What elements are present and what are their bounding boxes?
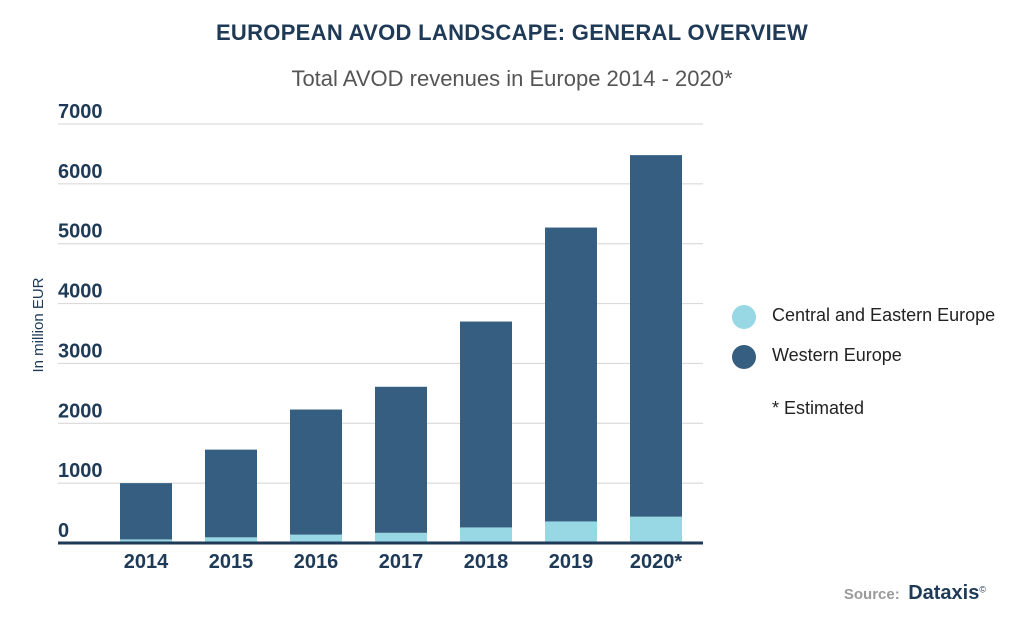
x-tick-label: 2019 (549, 551, 594, 573)
y-tick-label: 7000 (58, 101, 103, 123)
y-tick-label: 1000 (58, 460, 103, 482)
source-brand-logo: Dataxis (908, 582, 980, 604)
copyright-mark: © (979, 584, 986, 595)
bar-western-europe-2015 (205, 449, 257, 538)
y-tick-label: 3000 (58, 340, 103, 362)
source-credit: Source: Dataxis© (844, 582, 986, 605)
source-label: Source: (843, 586, 900, 603)
x-tick-label: 2020* (630, 551, 682, 573)
x-tick-label: 2014 (124, 551, 169, 573)
y-tick-label: 6000 (58, 161, 103, 183)
bar-central-eastern-europe-2020 (630, 516, 682, 543)
axes: 0 1000 2000 3000 4000 5000 6000 7000 2014 2015 201… (58, 101, 703, 573)
y-tick-label: 0 (58, 520, 69, 542)
bar-western-europe-2017 (375, 386, 427, 533)
bar-western-europe-2018 (460, 321, 512, 528)
legend-item-western-europe: Western Europe (732, 343, 1022, 371)
y-axis-label: In million EUR (30, 277, 47, 372)
legend-swatch-western-europe (732, 345, 756, 369)
legend-label: Central and Eastern Europe (772, 305, 996, 325)
bar-central-eastern-europe-2016 (290, 534, 342, 543)
bar-western-europe-2020 (630, 155, 682, 517)
y-tick-label: 2000 (58, 400, 103, 422)
bar-western-europe-2016 (290, 409, 342, 535)
chart-title: EUROPEAN AVOD LANDSCAPE: GENERAL OVERVIE… (215, 20, 809, 45)
bars (120, 155, 682, 543)
chart-subtitle: Total AVOD revenues in Europe 2014 - 202… (291, 66, 733, 91)
bar-central-eastern-europe-2014 (120, 539, 172, 543)
bar-central-eastern-europe-2018 (460, 527, 512, 543)
y-tick-label: 4000 (58, 281, 103, 303)
y-tick-label: 5000 (58, 221, 103, 243)
x-tick-label: 2016 (294, 551, 339, 573)
bar-central-eastern-europe-2017 (375, 532, 427, 543)
legend-swatch-central-eastern-europe (732, 305, 756, 329)
x-tick-label: 2018 (464, 551, 509, 573)
bar-central-eastern-europe-2019 (545, 521, 597, 543)
legend-label: Western Europe (772, 345, 902, 365)
x-tick-label: 2017 (379, 551, 424, 573)
bar-western-europe-2019 (545, 227, 597, 522)
estimated-footnote: * Estimated (772, 398, 865, 418)
legend-item-central-eastern-europe: Central and Eastern Europe (732, 303, 1022, 331)
bar-western-europe-2014 (120, 483, 172, 540)
x-tick-label: 2015 (209, 551, 254, 573)
bar-central-eastern-europe-2015 (205, 537, 257, 543)
